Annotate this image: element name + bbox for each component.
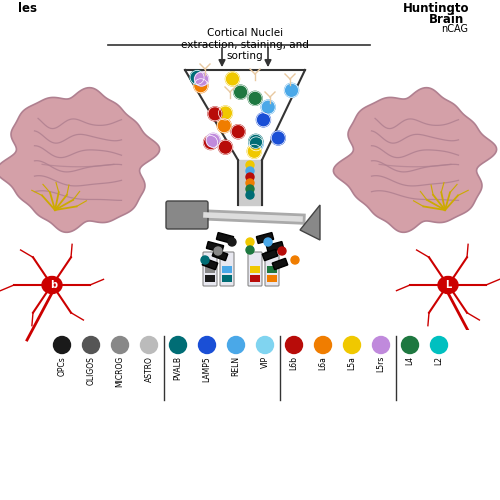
- Circle shape: [208, 107, 222, 121]
- PathPatch shape: [300, 205, 320, 240]
- Circle shape: [231, 124, 245, 138]
- Circle shape: [246, 179, 254, 187]
- Circle shape: [201, 256, 209, 264]
- Bar: [266, 242, 283, 252]
- Circle shape: [234, 85, 247, 99]
- Circle shape: [82, 336, 100, 353]
- FancyBboxPatch shape: [166, 201, 208, 229]
- Text: L: L: [445, 280, 451, 290]
- FancyBboxPatch shape: [248, 252, 262, 286]
- Text: L6a: L6a: [318, 356, 328, 370]
- Text: L6b: L6b: [290, 356, 298, 370]
- Bar: [205, 266, 215, 273]
- Circle shape: [246, 246, 254, 254]
- Circle shape: [206, 134, 220, 147]
- Circle shape: [218, 140, 232, 154]
- Circle shape: [246, 173, 254, 181]
- Text: OLIGOS: OLIGOS: [86, 356, 96, 385]
- Text: PVALB: PVALB: [174, 356, 182, 380]
- Circle shape: [194, 78, 208, 92]
- Circle shape: [170, 336, 186, 353]
- Circle shape: [256, 113, 270, 127]
- Circle shape: [246, 161, 254, 169]
- Text: VIP: VIP: [260, 356, 270, 368]
- Bar: [202, 258, 218, 270]
- Text: MICROG: MICROG: [116, 356, 124, 387]
- Bar: [267, 275, 277, 282]
- Text: ASTRO: ASTRO: [144, 356, 154, 382]
- Circle shape: [204, 136, 218, 149]
- Circle shape: [291, 256, 299, 264]
- Circle shape: [430, 336, 448, 353]
- Bar: [250, 266, 260, 273]
- Ellipse shape: [42, 276, 62, 293]
- Text: L2: L2: [434, 356, 444, 365]
- Circle shape: [228, 238, 236, 246]
- Text: Huntingto: Huntingto: [403, 2, 469, 15]
- Circle shape: [214, 247, 222, 255]
- Circle shape: [314, 336, 332, 353]
- Circle shape: [54, 336, 70, 353]
- Text: OPCs: OPCs: [58, 356, 66, 376]
- Bar: [272, 258, 288, 270]
- Circle shape: [278, 247, 286, 255]
- Text: Brain: Brain: [430, 13, 464, 26]
- Bar: [262, 250, 278, 260]
- Bar: [267, 266, 277, 273]
- Text: L5a: L5a: [348, 356, 356, 370]
- Circle shape: [372, 336, 390, 353]
- Text: nCAG: nCAG: [442, 24, 468, 34]
- Circle shape: [261, 100, 275, 114]
- Circle shape: [247, 144, 261, 158]
- Bar: [250, 275, 260, 282]
- Bar: [256, 232, 274, 243]
- PathPatch shape: [0, 88, 160, 233]
- Circle shape: [271, 131, 285, 145]
- Circle shape: [256, 336, 274, 353]
- Text: les: les: [18, 2, 37, 15]
- Bar: [216, 232, 234, 243]
- Circle shape: [246, 167, 254, 175]
- PathPatch shape: [334, 88, 496, 233]
- Text: Cortical Nuclei
extraction, staining, and
sorting: Cortical Nuclei extraction, staining, an…: [181, 28, 309, 61]
- Circle shape: [190, 70, 204, 85]
- Circle shape: [218, 106, 232, 120]
- Circle shape: [140, 336, 158, 353]
- Bar: [212, 250, 228, 260]
- Circle shape: [226, 72, 239, 86]
- Circle shape: [246, 191, 254, 199]
- Circle shape: [217, 118, 231, 132]
- Circle shape: [284, 84, 298, 98]
- FancyBboxPatch shape: [203, 252, 217, 286]
- FancyBboxPatch shape: [220, 252, 234, 286]
- Circle shape: [249, 134, 263, 148]
- Text: L4: L4: [406, 356, 414, 365]
- Circle shape: [264, 238, 272, 246]
- Circle shape: [198, 336, 216, 353]
- Circle shape: [248, 92, 262, 106]
- Bar: [206, 242, 224, 252]
- Text: RELN: RELN: [232, 356, 240, 376]
- Text: L5rs: L5rs: [376, 356, 386, 372]
- Circle shape: [112, 336, 128, 353]
- Circle shape: [246, 238, 254, 246]
- FancyBboxPatch shape: [265, 252, 279, 286]
- Circle shape: [194, 72, 208, 86]
- Bar: [205, 275, 215, 282]
- Circle shape: [286, 336, 302, 353]
- FancyBboxPatch shape: [40, 330, 475, 405]
- Circle shape: [249, 137, 263, 151]
- Circle shape: [344, 336, 360, 353]
- Text: b: b: [50, 280, 58, 290]
- Text: LAMP5: LAMP5: [202, 356, 211, 382]
- Circle shape: [246, 185, 254, 193]
- Circle shape: [402, 336, 418, 353]
- Bar: [222, 275, 232, 282]
- Bar: [222, 266, 232, 273]
- Ellipse shape: [438, 276, 458, 293]
- Circle shape: [228, 336, 244, 353]
